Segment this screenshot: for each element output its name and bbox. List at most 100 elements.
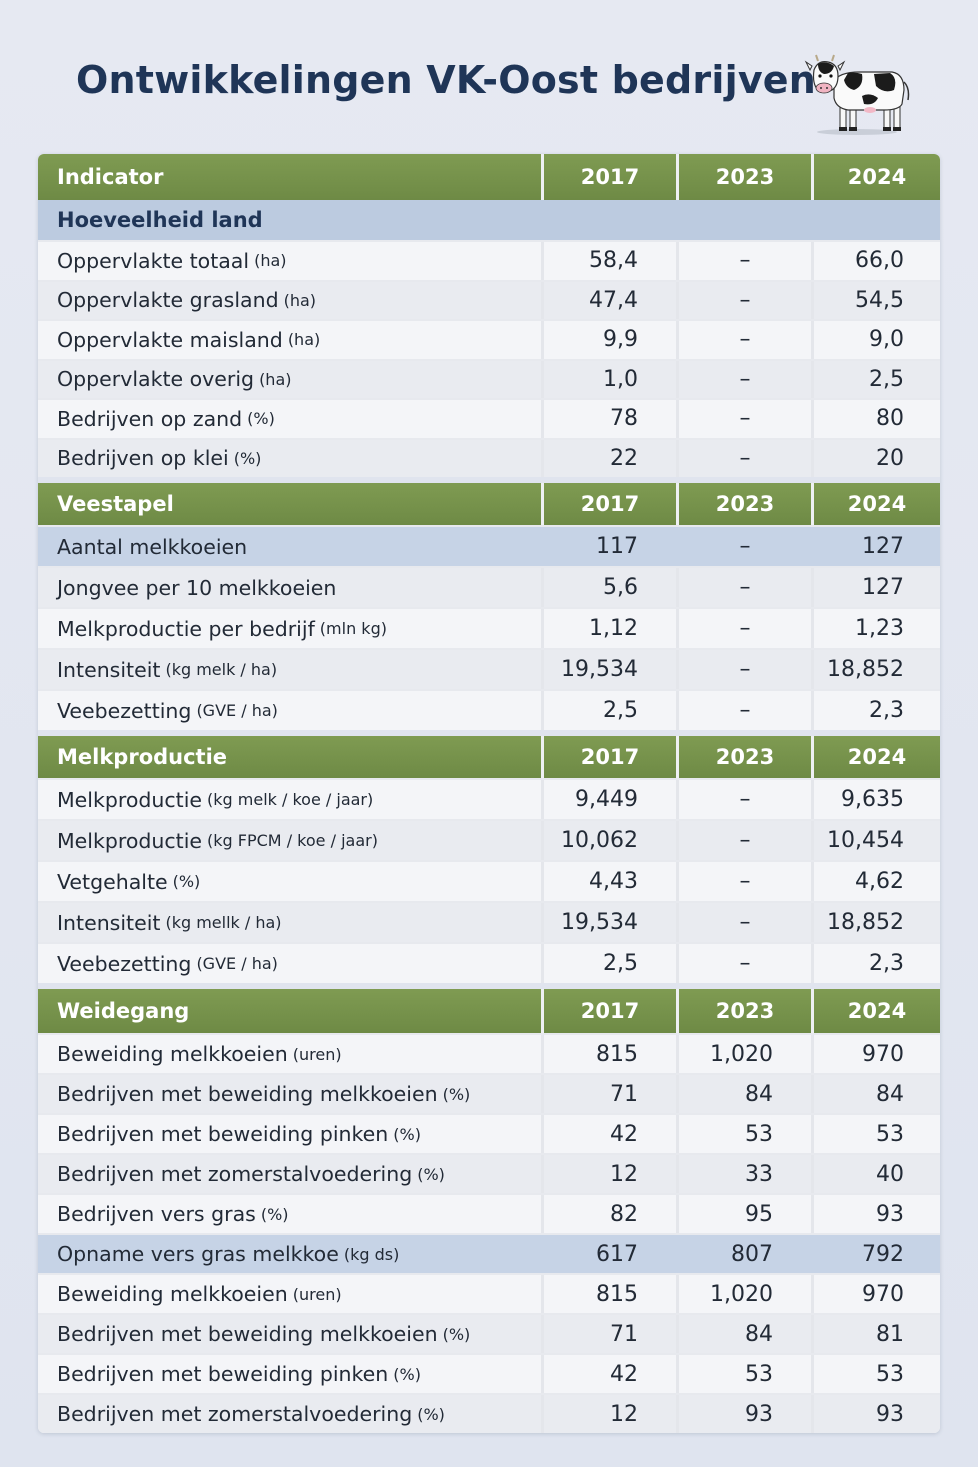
section-title: Veestapel xyxy=(57,492,174,516)
table-row: Beweiding melkkoeien (uren) 815 1,020 970 xyxy=(38,1273,940,1313)
row-unit: (%) xyxy=(417,1404,445,1424)
row-unit: (kg melk / ha) xyxy=(165,660,278,679)
row-label: Intensiteit (kg mellk / ha) xyxy=(38,903,541,942)
row-label-text: Oppervlakte totaal xyxy=(57,248,250,273)
table-row: Veebezetting (GVE / ha) 2,5–2,3 xyxy=(38,942,940,983)
row-unit: (ha) xyxy=(254,251,287,271)
value-2017: 58,4 xyxy=(541,242,676,280)
value-2017: 22 xyxy=(541,439,676,477)
row-label-text: Aantal melkkoeien xyxy=(57,534,248,559)
table-row: Oppervlakte overig (ha) 1,0–2,5 xyxy=(38,358,940,398)
table-row: Opname vers gras melkkoe (kg ds) 617 807 792 xyxy=(38,1233,940,1273)
table-row: Oppervlakte totaal (ha) 58,4–66,0 xyxy=(38,240,940,280)
row-label-text: Bedrijven met beweiding pinken xyxy=(57,1362,389,1386)
header-2023: 2023 xyxy=(676,736,811,778)
row-unit: (kg mellk / ha) xyxy=(165,913,282,932)
row-label-text: Vetgehalte xyxy=(57,869,168,894)
row-label-text: Opname vers gras melkkoe xyxy=(57,1242,339,1266)
value-2024: 66,0 xyxy=(811,242,940,280)
row-label-text: Intensiteit xyxy=(57,910,161,935)
row-unit: (%) xyxy=(247,409,275,429)
row-label: Intensiteit (kg melk / ha) xyxy=(38,650,541,689)
header-2024: 2024 xyxy=(811,989,940,1033)
row-label-text: Melkproductie xyxy=(57,828,203,853)
row-label-text: Bedrijven met beweiding pinken xyxy=(57,1122,389,1146)
value-2017: 2,5 xyxy=(541,691,676,730)
row-unit: (kg ds) xyxy=(343,1244,400,1264)
value-2017: 5,6 xyxy=(541,568,676,607)
value-2017: 42 xyxy=(541,1355,676,1393)
value-2024: 93 xyxy=(811,1395,940,1433)
row-unit: (%) xyxy=(442,1084,471,1104)
row-label-text: Oppervlakte grasland xyxy=(57,288,279,313)
table-row: Bedrijven met beweiding melkkoeien (%) 71 8… xyxy=(38,1073,940,1113)
weide-rows: Beweiding melkkoeien (uren) 815 1,020 970 Bed… xyxy=(38,1033,940,1433)
value-2024: 53 xyxy=(811,1355,940,1393)
row-unit: (%) xyxy=(417,1164,445,1184)
value-2017: 10,062 xyxy=(541,821,676,860)
row-label: Bedrijven met zomerstalvoedering (%) xyxy=(38,1395,541,1433)
value-2017: 47,4 xyxy=(541,281,676,319)
table-row: Bedrijven met zomerstalvoedering (%) 12 93 9… xyxy=(38,1393,940,1433)
page-title: Ontwikkelingen VK-Oost bedrijven xyxy=(76,58,817,102)
table-row: Bedrijven met beweiding melkkoeien (%) 71 8… xyxy=(38,1313,940,1353)
row-label: Bedrijven met beweiding pinken (%) xyxy=(38,1355,541,1393)
row-label-text: Melkproductie xyxy=(57,787,203,812)
value-2017: 78 xyxy=(541,400,676,438)
value-2023: – xyxy=(676,691,811,730)
row-label-text: Oppervlakte overig xyxy=(57,367,255,392)
value-2024: 2,5 xyxy=(811,360,940,398)
value-2017: 82 xyxy=(541,1195,676,1233)
row-label-text: Bedrijven met zomerstalvoedering xyxy=(57,1162,413,1186)
value-2023: 95 xyxy=(676,1195,811,1233)
header-2023: 2023 xyxy=(676,483,811,525)
table-row: Vetgehalte (%) 4,43–4,62 xyxy=(38,860,940,901)
table-row: Bedrijven op zand (%) 78–80 xyxy=(38,398,940,438)
row-label-text: Beweiding melkkoeien xyxy=(57,1282,288,1306)
row-label: Bedrijven vers gras (%) xyxy=(38,1195,541,1233)
row-unit: (GVE / ha) xyxy=(196,701,278,720)
section-melkproductie: Melkproductie 2017 2023 2024 xyxy=(38,736,940,778)
table-row: Veebezetting (GVE / ha) 2,5–2,3 xyxy=(38,689,940,730)
value-2024: 80 xyxy=(811,400,940,438)
row-unit: (kg FPCM / koe / jaar) xyxy=(207,831,378,850)
value-2017: 9,449 xyxy=(541,780,676,819)
row-label: Veebezetting (GVE / ha) xyxy=(38,691,541,730)
value-2023: 33 xyxy=(676,1155,811,1193)
value-2024: 1,23 xyxy=(811,609,940,648)
header-2017: 2017 xyxy=(541,483,676,525)
row-label: Bedrijven op klei (%) xyxy=(38,440,541,478)
row-unit: (%) xyxy=(233,448,262,468)
value-2023: – xyxy=(676,609,811,648)
row-label-text: Bedrijven met beweiding melkkoeien xyxy=(57,1322,438,1346)
row-label-text: Bedrijven vers gras xyxy=(57,1202,256,1226)
value-2023: – xyxy=(676,527,811,566)
row-label: Bedrijven met beweiding melkkoeien (%) xyxy=(38,1315,541,1353)
indicator-table: Indicator 2017 2023 2024 Hoeveelheid lan… xyxy=(38,154,940,1433)
melk-rows: Melkproductie (kg melk / koe / jaar) 9,449… xyxy=(38,778,940,983)
header-2024: 2024 xyxy=(811,154,940,200)
row-unit: (%) xyxy=(393,1124,421,1144)
row-label: Oppervlakte maisland (ha) xyxy=(38,321,541,359)
table-row: Intensiteit (kg melk / ha) 19,534–18,852 xyxy=(38,648,940,689)
row-label-text: Intensiteit xyxy=(57,657,161,682)
value-2024: 84 xyxy=(811,1075,940,1113)
value-2017: 617 xyxy=(541,1235,676,1273)
section-veestapel: Veestapel 2017 2023 2024 xyxy=(38,483,940,525)
row-label: Jongvee per 10 melkkoeien xyxy=(38,568,541,607)
row-label-text: Veebezetting xyxy=(57,698,192,723)
row-label-text: Veebezetting xyxy=(57,951,192,976)
row-label: Bedrijven op zand (%) xyxy=(38,400,541,438)
row-unit: (%) xyxy=(260,1204,289,1224)
table-row: Bedrijven vers gras (%) 82 95 93 xyxy=(38,1193,940,1233)
row-label: Melkproductie (kg FPCM / koe / jaar) xyxy=(38,821,541,860)
row-unit: (ha) xyxy=(283,290,317,310)
value-2024: 127 xyxy=(811,568,940,607)
table-row: Beweiding melkkoeien (uren) 815 1,020 970 xyxy=(38,1033,940,1073)
value-2023: 1,020 xyxy=(676,1275,811,1313)
row-label-text: Bedrijven op klei xyxy=(57,446,229,471)
header-2023: 2023 xyxy=(676,154,811,200)
value-2024: 81 xyxy=(811,1315,940,1353)
row-label-text: Melkproductie per bedrijf xyxy=(57,616,315,641)
value-2017: 71 xyxy=(541,1315,676,1353)
